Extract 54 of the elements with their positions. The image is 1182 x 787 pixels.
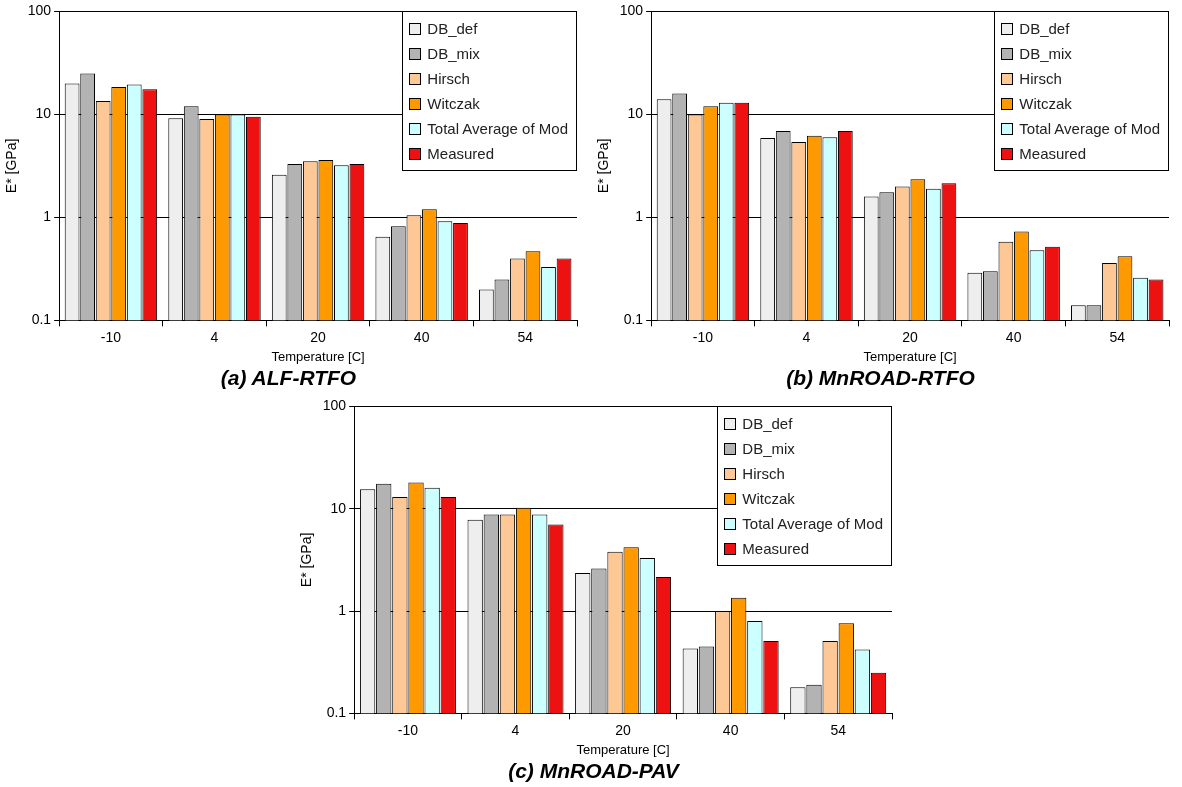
y-tick-label: 0.1 xyxy=(31,311,52,328)
legend-label: DB_def xyxy=(427,20,478,38)
x-tick-label: 4 xyxy=(210,328,219,345)
x-tick-label: 40 xyxy=(413,328,430,345)
text: (a) ALF-RTFO xyxy=(220,366,357,390)
x-tick-label: 20 xyxy=(310,328,327,345)
x-tick-label: 20 xyxy=(615,721,632,738)
legend-label: Witczak xyxy=(742,490,795,508)
legend-label: Hirsch xyxy=(427,70,470,88)
x-tick-label: 4 xyxy=(802,328,811,345)
y-axis-title: E* [GPa] xyxy=(3,138,20,194)
x-tick-label: -10 xyxy=(397,721,419,738)
legend-label: DB_def xyxy=(742,415,793,433)
y-axis-title: E* [GPa] xyxy=(595,138,612,194)
y-tick-label: 1 xyxy=(43,208,52,225)
legend-label: DB_def xyxy=(1019,20,1070,38)
legend-label: Total Average of Mod xyxy=(742,515,883,533)
text: (c) MnROAD-PAV xyxy=(508,759,681,783)
y-tick-label: 100 xyxy=(27,2,52,19)
x-tick-label: 20 xyxy=(902,328,919,345)
legend-label: Hirsch xyxy=(1019,70,1062,88)
legend-label: Witczak xyxy=(427,95,480,113)
y-tick-label: 0.1 xyxy=(623,311,644,328)
x-tick-label: 40 xyxy=(722,721,739,738)
x-tick-label: 54 xyxy=(1109,328,1126,345)
y-tick-label: 10 xyxy=(330,499,347,516)
y-tick-label: 100 xyxy=(322,397,347,414)
x-axis-title: Temperature [C] xyxy=(863,348,957,364)
legend-label: Total Average of Mod xyxy=(427,120,568,138)
legend-label: DB_mix xyxy=(427,45,480,63)
x-tick-label: 54 xyxy=(830,721,847,738)
legend-label: Measured xyxy=(742,540,810,558)
y-tick-label: 10 xyxy=(35,105,52,122)
y-tick-label: 1 xyxy=(338,601,347,618)
x-axis-title: Temperature [C] xyxy=(271,348,365,364)
x-tick-label: 40 xyxy=(1005,328,1022,345)
legend-label: DB_mix xyxy=(742,440,795,458)
legend-label: Total Average of Mod xyxy=(1019,120,1160,138)
text: (b) MnROAD-RTFO xyxy=(786,366,975,390)
y-tick-label: 100 xyxy=(619,2,644,19)
legend-label: Measured xyxy=(427,145,495,163)
y-tick-label: 0.1 xyxy=(326,704,347,721)
legend-label: Witczak xyxy=(1019,95,1072,113)
x-axis-title: Temperature [C] xyxy=(576,741,670,757)
y-axis-title: E* [GPa] xyxy=(298,532,315,588)
legend-label: DB_mix xyxy=(1019,45,1072,63)
x-tick-label: 54 xyxy=(517,328,534,345)
legend-label: Measured xyxy=(1019,145,1087,163)
x-tick-label: -10 xyxy=(100,328,122,345)
y-tick-label: 1 xyxy=(635,208,644,225)
x-tick-label: -10 xyxy=(692,328,714,345)
legend-label: Hirsch xyxy=(742,465,785,483)
x-tick-label: 4 xyxy=(511,721,520,738)
y-tick-label: 10 xyxy=(627,105,644,122)
